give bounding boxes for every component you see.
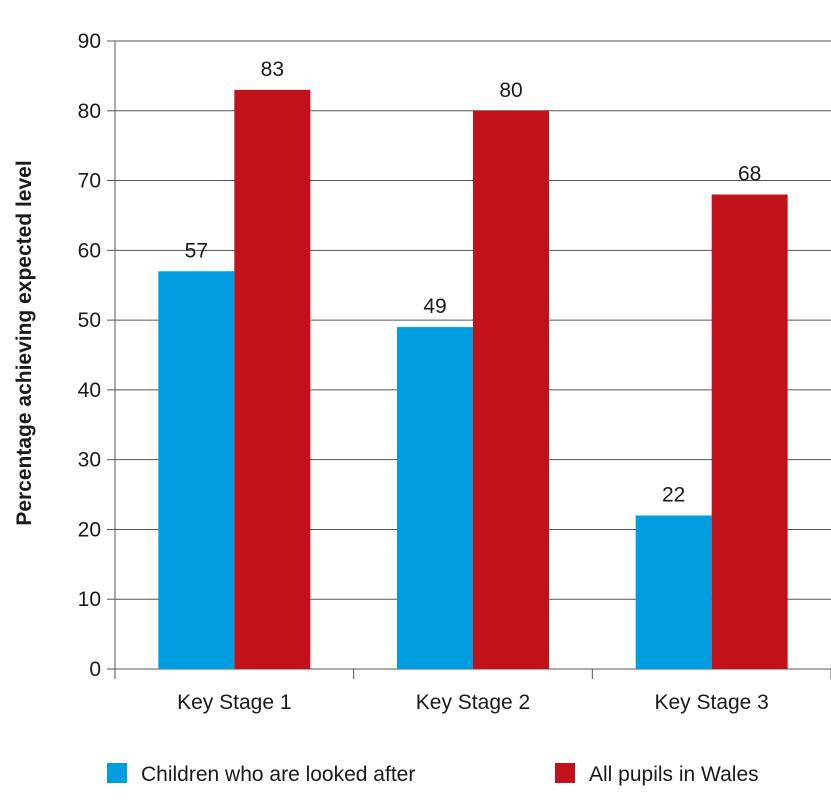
data-labels: 57 83 49 80 22 68 — [185, 58, 762, 507]
data-label: 83 — [261, 58, 284, 81]
bar — [635, 515, 712, 669]
x-tick-label: Key Stage 1 — [177, 691, 291, 714]
y-tick-label: 60 — [78, 239, 101, 262]
y-tick-label: 30 — [78, 449, 101, 472]
bar — [711, 194, 788, 669]
data-label: 49 — [423, 295, 446, 318]
legend-label: All pupils in Wales — [589, 763, 759, 786]
legend-swatch — [107, 763, 127, 783]
y-tick-label: 0 — [89, 658, 101, 681]
x-axis: Key Stage 1 Key Stage 2 Key Stage 3 — [114, 668, 831, 714]
x-tick-label: Key Stage 3 — [654, 691, 768, 714]
y-tick-label: 70 — [78, 170, 101, 193]
y-tick-label: 90 — [78, 30, 101, 53]
y-tick-label: 20 — [78, 518, 101, 541]
data-label: 80 — [499, 79, 522, 102]
data-label: 68 — [738, 163, 761, 186]
y-tick-label: 40 — [78, 379, 101, 402]
bars — [158, 89, 788, 670]
legend-label: Children who are looked after — [141, 763, 415, 786]
y-tick-label: 80 — [78, 100, 101, 123]
data-label: 57 — [185, 239, 208, 262]
y-axis: 0 10 20 30 40 50 60 70 80 90 — [78, 30, 116, 681]
y-tick-label: 10 — [78, 588, 101, 611]
bar — [397, 327, 473, 669]
bar — [158, 271, 235, 669]
bar — [473, 110, 549, 670]
y-axis-label: Percentage achieving expected level — [13, 160, 36, 525]
x-tick-label: Key Stage 2 — [416, 691, 530, 714]
y-tick-label: 50 — [78, 309, 101, 332]
data-label: 22 — [662, 483, 685, 506]
legend: Children who are looked after All pupils … — [107, 763, 759, 786]
bar — [234, 89, 311, 670]
legend-swatch — [555, 763, 575, 783]
